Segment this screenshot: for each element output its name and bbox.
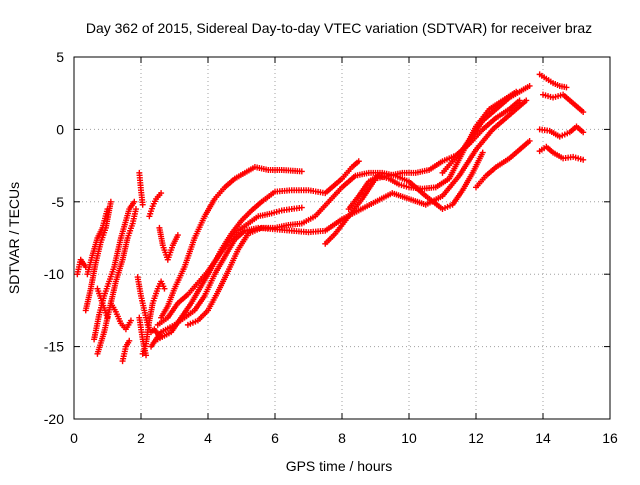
data-point (526, 137, 533, 144)
x-tick-label: 12 (468, 430, 484, 446)
data-point (516, 97, 523, 104)
data-point (127, 317, 134, 324)
data-point (158, 190, 165, 197)
y-tick-label: -15 (44, 339, 64, 355)
y-tick-label: 0 (56, 121, 64, 137)
data-point (131, 198, 138, 205)
series-arc-z (536, 123, 587, 140)
data-point (104, 314, 111, 321)
data-point (563, 84, 570, 91)
chart-title: Day 362 of 2015, Sidereal Day-to-day VTE… (86, 20, 592, 36)
x-tick-label: 14 (535, 430, 551, 446)
series-arc-a (74, 256, 89, 278)
data-point (355, 158, 362, 165)
y-tick-label: -10 (44, 266, 64, 282)
series-arc-f (94, 285, 111, 321)
y-tick-label: -5 (52, 194, 65, 210)
data-point (523, 97, 530, 104)
data-point (298, 204, 305, 211)
data-point (298, 168, 305, 175)
series-arc-n (156, 224, 181, 263)
x-axis-label: GPS time / hours (286, 458, 393, 474)
grid-layer (74, 57, 610, 419)
series-arc-l (139, 278, 168, 357)
series-arc-q (154, 204, 305, 328)
series-arc-g (107, 300, 134, 333)
series-arc-v (439, 82, 533, 176)
x-tick-label: 6 (271, 430, 279, 446)
series-arc-i (136, 169, 146, 208)
data-point (132, 206, 139, 213)
series-arc-w (473, 137, 533, 191)
series-arc-u (345, 88, 520, 213)
x-tick-label: 0 (70, 430, 78, 446)
x-tick-label: 2 (137, 430, 145, 446)
tick-layer: 0 2 4 6 8 10 12 14 16 -20 -15 -10 -5 0 5 (44, 49, 618, 446)
series-arc-y (540, 91, 587, 116)
series-arc-c (82, 198, 114, 314)
series-arc-z2 (536, 143, 587, 163)
data-point (580, 109, 587, 116)
series-arc-r (148, 97, 530, 350)
series-arc-x (536, 71, 570, 91)
data-point (143, 352, 150, 359)
series-arc-h (119, 337, 133, 365)
y-tick-label: 5 (56, 49, 64, 65)
data-point (174, 232, 181, 239)
series-arc-m (146, 190, 165, 220)
y-axis-label: SDTVAR / TECUs (6, 182, 22, 294)
data-point (580, 156, 587, 163)
x-tick-label: 16 (602, 430, 618, 446)
points-layer (74, 71, 587, 365)
y-tick-label: -20 (44, 411, 64, 427)
data-point (139, 201, 146, 208)
data-point (126, 337, 133, 344)
data-point (479, 149, 486, 156)
series-arc-o (158, 164, 305, 321)
x-tick-label: 8 (338, 430, 346, 446)
data-point (161, 285, 168, 292)
x-tick-label: 4 (204, 430, 212, 446)
series-arc-e (94, 206, 139, 357)
x-tick-label: 10 (401, 430, 417, 446)
data-point (580, 129, 587, 136)
data-point (107, 198, 114, 205)
data-point (526, 82, 533, 89)
